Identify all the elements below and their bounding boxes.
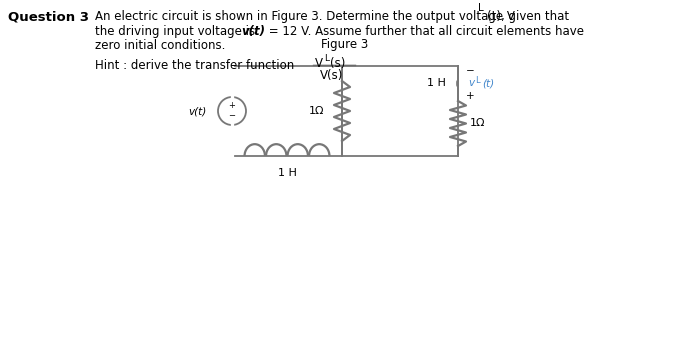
- Text: V(s): V(s): [320, 69, 344, 82]
- Text: v: v: [468, 79, 474, 89]
- Text: L: L: [324, 54, 329, 63]
- Text: An electric circuit is shown in Figure 3. Determine the output voltage V: An electric circuit is shown in Figure 3…: [95, 10, 515, 23]
- Text: Hint : derive the transfer function: Hint : derive the transfer function: [95, 59, 294, 72]
- Text: +: +: [229, 102, 235, 111]
- Text: 1 H: 1 H: [427, 79, 446, 89]
- Text: (t): (t): [482, 79, 494, 89]
- Text: 1Ω: 1Ω: [309, 106, 324, 116]
- Text: Figure 3: Figure 3: [321, 38, 369, 51]
- Text: −: −: [466, 66, 475, 76]
- Text: the driving input voltage is: the driving input voltage is: [95, 25, 259, 38]
- Text: 1 H: 1 H: [278, 168, 296, 178]
- Text: L: L: [478, 3, 484, 13]
- Text: (s): (s): [330, 57, 345, 70]
- Text: (t), given that: (t), given that: [487, 10, 569, 23]
- Text: v(t): v(t): [241, 25, 265, 38]
- Text: Question 3: Question 3: [8, 10, 89, 23]
- Text: 1Ω: 1Ω: [470, 118, 486, 129]
- Text: V: V: [315, 57, 323, 70]
- Text: L: L: [475, 76, 480, 85]
- Text: +: +: [466, 91, 475, 101]
- Text: zero initial conditions.: zero initial conditions.: [95, 39, 225, 52]
- Text: −: −: [228, 112, 235, 121]
- Text: = 12 V. Assume further that all circuit elements have: = 12 V. Assume further that all circuit …: [265, 25, 584, 38]
- Text: v(t): v(t): [188, 106, 206, 116]
